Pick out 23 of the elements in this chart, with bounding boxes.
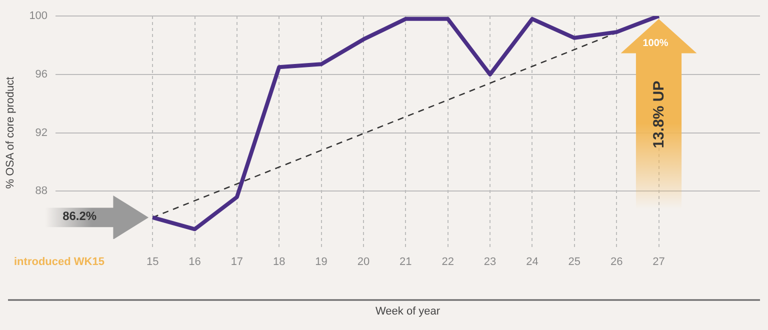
x-tick-label: 19 (315, 256, 328, 268)
x-tick-label: 25 (568, 256, 581, 268)
x-axis-title: Week of year (375, 305, 440, 318)
y-tick-label: 88 (35, 185, 48, 198)
x-tick-label: 24 (526, 256, 538, 268)
annotation: 86.2% (62, 209, 97, 224)
y-tick-label: 100 (29, 10, 48, 22)
x-tick-label: 15 (146, 256, 159, 268)
x-tick-label: 22 (442, 256, 454, 268)
x-tick-label: 21 (400, 256, 412, 268)
y-tick-label: 92 (35, 126, 48, 139)
x-tick-label: 26 (610, 256, 623, 268)
annotation: 100% (642, 38, 668, 49)
y-axis-title: % OSA of core product (4, 76, 17, 189)
x-tick-label: 23 (484, 256, 496, 268)
x-tick-label: 17 (230, 256, 244, 268)
annotation: 13.8% UP (650, 80, 668, 150)
x-tick-label: 16 (188, 256, 201, 268)
text: introduced WK15 (14, 256, 104, 268)
y-tick-label: 96 (35, 68, 48, 80)
x-tick-label: 20 (357, 256, 370, 268)
x-tick-label: 27 (652, 256, 665, 268)
x-tick-label: 18 (272, 256, 286, 268)
